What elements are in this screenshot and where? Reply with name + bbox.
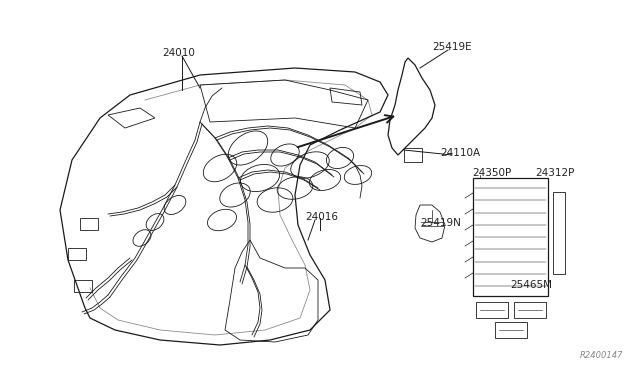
Text: 24350P: 24350P [472, 168, 511, 178]
Text: 25419N: 25419N [420, 218, 461, 228]
Text: 24110A: 24110A [440, 148, 480, 158]
Text: 24312P: 24312P [535, 168, 574, 178]
Bar [514, 302, 546, 318]
Text: 24016: 24016 [305, 212, 338, 222]
Text: R2400147: R2400147 [580, 351, 623, 360]
Text: 25419E: 25419E [432, 42, 472, 52]
Bar [404, 148, 422, 162]
Bar [68, 248, 86, 260]
Bar [553, 192, 565, 274]
Text: 24010: 24010 [162, 48, 195, 58]
Bar [80, 218, 98, 230]
Bar [473, 178, 548, 296]
Bar [495, 322, 527, 338]
Bar [74, 280, 92, 292]
Bar [476, 302, 508, 318]
Text: 25465M: 25465M [510, 280, 552, 290]
